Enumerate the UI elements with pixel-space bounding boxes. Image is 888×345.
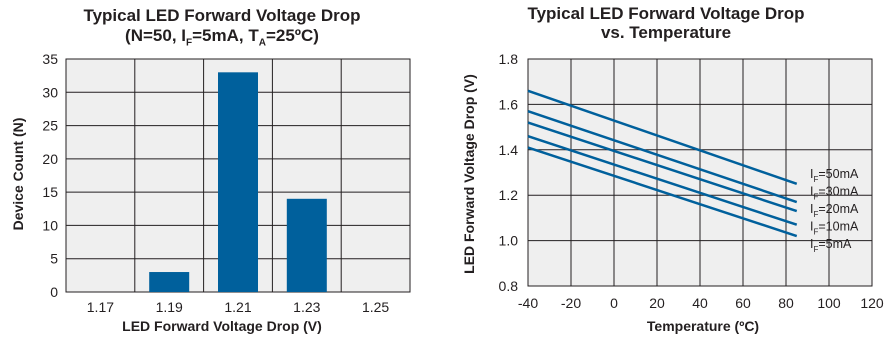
temperature-x-tick-label: 20 (649, 295, 665, 311)
temperature-series-line (527, 110, 798, 204)
temperature-y-tick-label: 1.2 (499, 187, 519, 203)
temperature-x-tick-label: 60 (735, 295, 751, 311)
temperature-series-label: IF=20mA (810, 202, 859, 219)
histogram-y-tick-label: 10 (42, 217, 58, 233)
temperature-x-tick-label: 100 (817, 295, 841, 311)
temperature-title-line1: Typical LED Forward Voltage Drop (527, 4, 805, 23)
histogram-y-tick-label: 0 (50, 284, 58, 300)
temperature-y-tick-label: 1.8 (499, 51, 519, 67)
temperature-panel: Typical LED Forward Voltage Drop vs. Tem… (444, 0, 888, 345)
histogram-x-tick-label: 1.23 (293, 299, 320, 315)
temperature-series-label: IF=30mA (810, 185, 859, 202)
temperature-y-axis-label: LED Forward Voltage Drop (V) (461, 74, 477, 274)
histogram-subtitle: (N=50, IF=5mA, TA=25ºC) (125, 26, 319, 49)
temperature-y-tick-label: 1.4 (499, 142, 519, 158)
temperature-series-line (527, 134, 798, 226)
histogram-panel: Typical LED Forward Voltage Drop (N=50, … (10, 6, 411, 334)
histogram-y-tick-label: 5 (50, 251, 58, 267)
histogram-x-axis-label: LED Forward Voltage Drop (V) (122, 318, 322, 334)
histogram-x-tick-label: 1.21 (224, 299, 251, 315)
temperature-x-tick-label: 80 (778, 295, 794, 311)
histogram-x-tick-label: 1.19 (156, 299, 183, 315)
histogram-y-tick-label: 15 (42, 184, 58, 200)
temperature-x-tick-label: 120 (860, 295, 884, 311)
histogram-y-axis-label: Device Count (N) (10, 117, 26, 231)
temperature-series-label: IF=5mA (810, 237, 852, 254)
histogram-x-tick-label: 1.17 (87, 299, 114, 315)
histogram-y-tick-label: 35 (42, 51, 58, 67)
temperature-x-tick-label: 0 (610, 295, 618, 311)
temperature-title-line2: vs. Temperature (600, 23, 732, 42)
temperature-plot-frame (527, 58, 873, 287)
temperature-series-line (527, 89, 798, 186)
histogram-x-tick-label: 1.25 (362, 299, 389, 315)
temperature-x-tick-label: -40 (518, 295, 538, 311)
temperature-series-line (527, 121, 798, 213)
histogram-plot: 0 5 10 15 20 25 30 35 1.17 1.19 1.21 1.23 1.25 (42, 51, 411, 315)
histogram-title: Typical LED Forward Voltage Drop (83, 6, 361, 25)
temperature-series-label: IF=50mA (810, 167, 859, 184)
histogram-y-tick-label: 20 (42, 151, 58, 167)
temperature-y-tick-label: 1.6 (499, 96, 519, 112)
histogram-bar (218, 72, 258, 292)
temperature-x-tick-label: 40 (692, 295, 708, 311)
temperature-plot: 0.8 1.0 1.2 1.4 1.6 1.8 -40 -20 0 20 40 60 80 100 120 I… (499, 51, 884, 311)
temperature-y-tick-label: 0.8 (499, 278, 519, 294)
temperature-series-line (527, 146, 798, 238)
histogram-bar (149, 272, 190, 292)
temperature-series-label: IF=10mA (810, 220, 859, 237)
temperature-y-tick-label: 1.0 (499, 233, 519, 249)
temperature-x-axis-label: Temperature (ºC) (646, 318, 760, 334)
histogram-bar (286, 198, 327, 292)
histogram-y-tick-label: 25 (42, 118, 58, 134)
histogram-y-tick-label: 30 (42, 84, 58, 100)
temperature-x-tick-label: -20 (561, 295, 581, 311)
